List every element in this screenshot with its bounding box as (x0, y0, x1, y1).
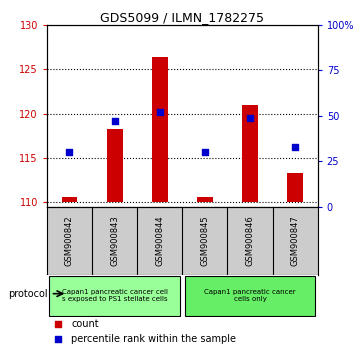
Point (247, 115, 253, 120)
Point (67, 149, 73, 155)
Text: GSM900847: GSM900847 (291, 216, 300, 266)
Text: Capan1 pancreatic cancer cell
s exposed to PS1 stellate cells: Capan1 pancreatic cancer cell s exposed … (62, 289, 168, 302)
Bar (62, 197, 77, 202)
Bar (242, 105, 258, 202)
Bar (184, 276, 316, 316)
Text: protocol: protocol (8, 289, 48, 299)
Text: count: count (71, 319, 99, 329)
Bar (49, 276, 180, 316)
Bar (197, 197, 213, 202)
Point (112, 118, 118, 124)
Text: percentile rank within the sample: percentile rank within the sample (71, 334, 236, 344)
Title: GDS5099 / ILMN_1782275: GDS5099 / ILMN_1782275 (100, 11, 264, 24)
Text: GSM900843: GSM900843 (110, 216, 119, 266)
Text: GSM900846: GSM900846 (245, 216, 255, 266)
Text: GSM900842: GSM900842 (65, 216, 74, 266)
Point (55, 321, 61, 327)
Text: GSM900844: GSM900844 (155, 216, 164, 266)
Text: Capan1 pancreatic cancer
cells only: Capan1 pancreatic cancer cells only (204, 289, 296, 302)
Point (202, 149, 208, 155)
Bar (152, 57, 168, 202)
Point (292, 144, 298, 149)
Bar (287, 173, 303, 202)
Point (157, 109, 162, 115)
Point (55, 337, 61, 342)
Text: GSM900845: GSM900845 (200, 216, 209, 266)
Bar (107, 130, 122, 202)
